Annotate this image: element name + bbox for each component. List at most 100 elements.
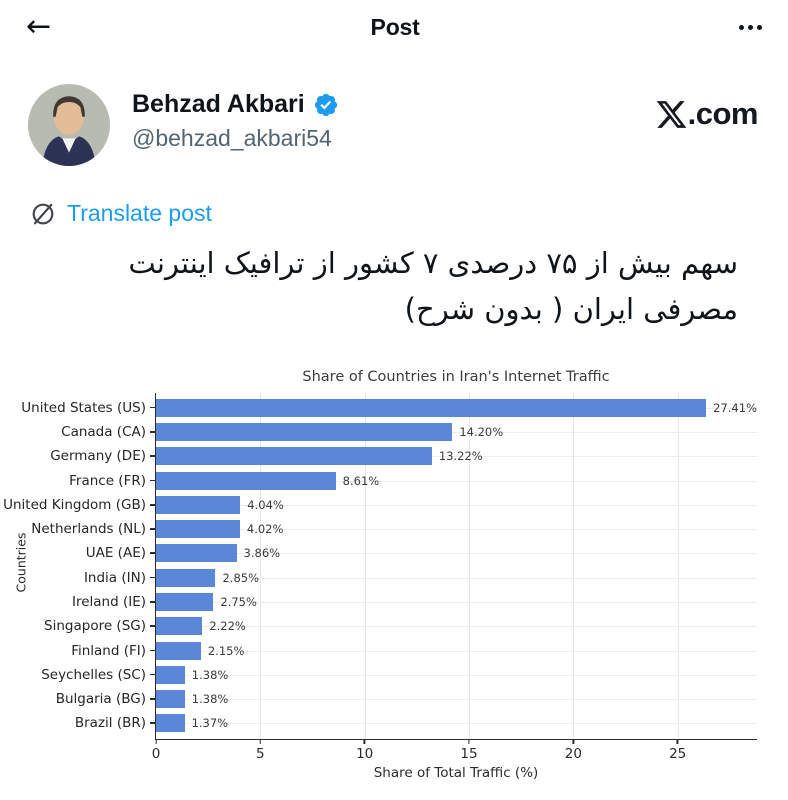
v-gridline — [469, 392, 471, 739]
avatar-image — [28, 84, 110, 166]
xcom-watermark-text: .com — [687, 96, 759, 131]
category-label: Ireland (IE) — [71, 594, 146, 611]
author-name: Behzad Akbari — [132, 90, 305, 118]
post-author-row: Behzad Akbari @behzad_akbari54 .com — [0, 54, 788, 166]
chart-row: France (FR) 8.61% — [69, 471, 757, 490]
h-gridline — [156, 577, 757, 579]
value-label: 4.02% — [246, 522, 284, 537]
bar — [156, 398, 707, 417]
bar — [156, 714, 185, 733]
x-tick: 25 — [669, 738, 686, 762]
value-label: 1.37% — [191, 716, 229, 731]
category-label: India (IN) — [83, 569, 146, 586]
x-axis-label: Share of Total Traffic (%) — [373, 764, 539, 781]
ellipsis-icon — [739, 24, 762, 30]
more-options-button[interactable] — [739, 19, 762, 36]
h-gridline — [156, 699, 757, 701]
chart-row: Ireland (IE) 2.75% — [72, 593, 757, 612]
x-tick: 10 — [356, 738, 373, 762]
post-text-line: مصرفی ایران ( بدون شرح) — [404, 291, 738, 326]
back-button[interactable]: ← — [26, 12, 51, 42]
h-gridline — [156, 602, 757, 604]
value-label: 1.38% — [191, 667, 229, 682]
translate-post-link[interactable]: Translate post — [30, 200, 212, 227]
bar — [156, 495, 241, 514]
avatar[interactable] — [28, 84, 110, 166]
v-gridline — [677, 392, 679, 739]
chart-row: Singapore (SG) 2.22% — [44, 617, 757, 636]
verified-badge-icon — [314, 93, 337, 116]
grok-translate-icon — [32, 203, 54, 224]
value-label: 27.41% — [713, 400, 757, 415]
value-label: 13.22% — [438, 449, 483, 464]
post-text: سهم بیش از ۷۵ درصدی ۷ کشور از ترافیک این… — [0, 227, 788, 333]
chart-row: Finland (FI) 2.15% — [71, 641, 757, 660]
bar — [156, 471, 336, 490]
chart-title: Share of Countries in Iran's Internet Tr… — [302, 368, 610, 385]
h-gridline — [156, 480, 757, 482]
bar-rows: United States (US) 27.41% Canada (CA) 14.20… — [3, 393, 757, 739]
plot-area: United States (US) 27.41% Canada (CA) 14.20… — [3, 392, 757, 762]
chart-row: India (IN) 2.85% — [84, 568, 757, 587]
value-label: 3.86% — [243, 546, 281, 561]
value-label: 1.38% — [191, 692, 229, 707]
bar — [156, 690, 185, 709]
h-gridline — [156, 650, 757, 652]
x-tick: 0 — [152, 738, 160, 762]
bar — [156, 520, 240, 539]
x-tick: 15 — [460, 738, 478, 762]
bar — [156, 568, 216, 587]
category-label: Bulgaria (BG) — [55, 691, 146, 708]
category-label: Netherlands (NL) — [31, 521, 146, 538]
chart-row: Bulgaria (BG) 1.38% — [56, 690, 757, 709]
value-label: 2.75% — [220, 595, 257, 610]
category-label: United Kingdom (GB) — [3, 496, 146, 513]
category-label: Germany (DE) — [50, 448, 146, 465]
author-handle: @behzad_akbari54 — [132, 125, 332, 151]
h-gridline — [156, 432, 757, 434]
h-gridline — [156, 504, 757, 506]
h-gridline — [156, 674, 757, 676]
h-gridline — [156, 529, 757, 531]
author-identity[interactable]: Behzad Akbari @behzad_akbari54 — [132, 84, 339, 152]
x-tick: 20 — [565, 738, 582, 762]
value-label: 2.85% — [222, 570, 260, 585]
category-label: Finland (FI) — [71, 642, 146, 659]
value-label: 2.15% — [207, 643, 245, 658]
value-label: 8.61% — [342, 473, 380, 488]
h-gridline — [156, 723, 757, 725]
bar — [156, 617, 203, 636]
chart-row: UAE (AE) 3.86% — [86, 544, 757, 563]
y-axis-label: Countries — [13, 532, 29, 593]
bar — [156, 665, 185, 684]
bar — [156, 641, 201, 660]
chart-row: United States (US) 27.41% — [21, 398, 757, 417]
arrow-left-icon: ← — [26, 9, 52, 44]
x-logo-icon — [656, 100, 687, 128]
traffic-bar-chart: Share of Countries in Iran's Internet Tr… — [0, 369, 788, 781]
bar — [156, 593, 214, 612]
v-gridline — [260, 392, 262, 739]
bar — [156, 544, 237, 563]
translate-post-label: Translate post — [67, 200, 212, 226]
chart-row: Netherlands (NL) 4.02% — [31, 520, 757, 539]
category-label: Brazil (BR) — [74, 715, 146, 732]
header: ← Post — [0, 0, 788, 54]
value-label: 14.20% — [459, 425, 504, 440]
page-title: Post — [370, 13, 420, 40]
value-label: 4.04% — [247, 497, 284, 512]
chart-row: Canada (CA) 14.20% — [61, 423, 757, 442]
post-text-line: سهم بیش از ۷۵ درصدی ۷ کشور از ترافیک این… — [128, 246, 738, 280]
category-label: United States (US) — [21, 399, 146, 416]
category-label: France (FR) — [69, 472, 146, 489]
category-label: Canada (CA) — [61, 424, 146, 441]
h-gridline — [156, 626, 757, 628]
chart-row: Germany (DE) 13.22% — [50, 447, 757, 466]
chart-row: Seychelles (SC) 1.38% — [41, 665, 757, 684]
v-gridline — [573, 392, 575, 739]
h-gridline — [156, 553, 757, 555]
h-gridline — [156, 456, 757, 458]
chart-row: Brazil (BR) 1.37% — [75, 714, 757, 733]
xcom-watermark: .com — [655, 84, 759, 132]
chart-row: United Kingdom (GB) 4.04% — [3, 495, 757, 514]
